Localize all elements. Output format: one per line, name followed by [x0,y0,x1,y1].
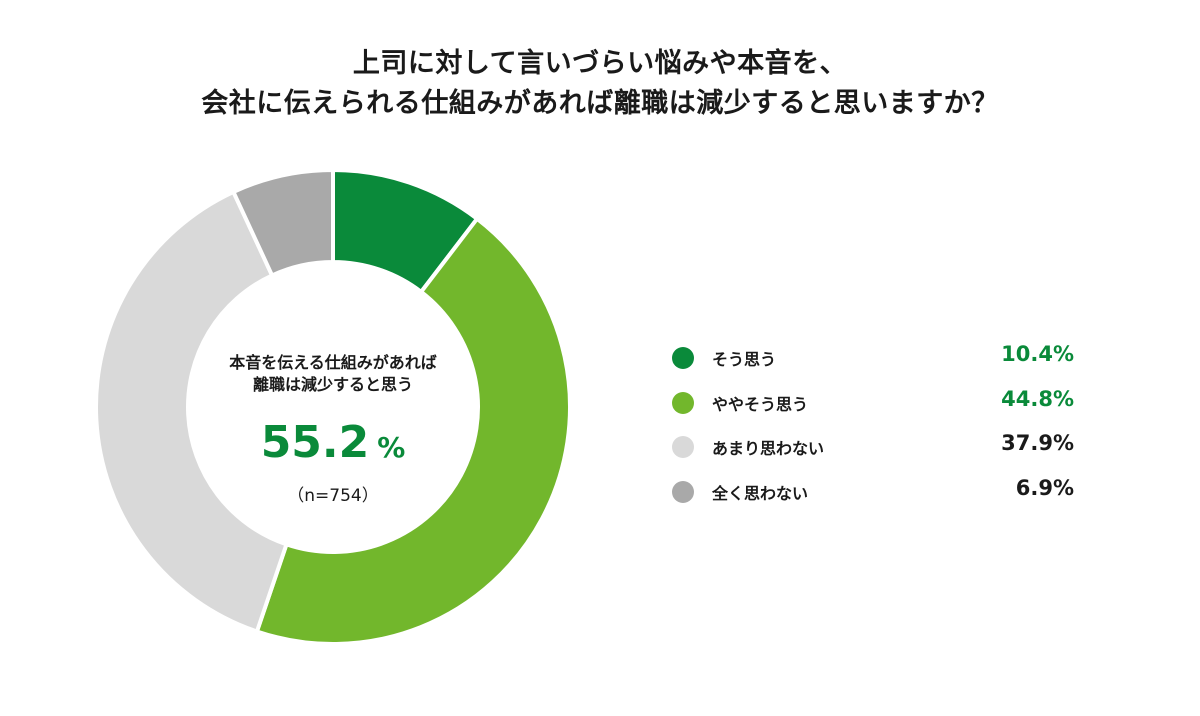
center-label: 本音を伝える仕組みがあれば 離職は減少すると思う [183,352,483,396]
legend-item: あまり思わない 37.9% [672,427,1082,472]
donut-slices [94,167,572,646]
legend-label: あまり思わない [712,439,825,458]
legend-item: ややそう思う 44.8% [672,383,1082,428]
center-label-line1: 本音を伝える仕組みがあれば [229,353,437,372]
donut-slice-3 [94,189,289,635]
legend-value: 37.9% [1001,431,1074,455]
center-value: 55.2% [183,415,483,476]
chart-title-line2: 会社に伝えられる仕組みがあれば離職は減少すると思いますか？ [201,88,999,119]
legend: そう思う 10.4% ややそう思う 44.8% あまり思わない 37.9% 全く思わない 6.… [672,338,1082,516]
center-value-unit: % [377,431,406,464]
center-value-number: 55.2 [260,417,370,468]
legend-swatch [672,480,694,503]
chart-title: 上司に対して言いづらい悩みや本音を、 会社に伝えられる仕組みがあれば離職は減少す… [0,44,1200,124]
center-sample-size: （n=754） [287,486,379,506]
chart-title-line1: 上司に対して言いづらい悩みや本音を、 [352,48,848,79]
legend-label: 全く思わない [712,483,809,503]
legend-label: そう思う [712,350,777,369]
legend-swatch [672,436,694,458]
legend-value: 44.8% [1001,386,1074,411]
legend-label: ややそう思う [712,394,809,414]
legend-item: 全く思わない 6.9% [672,472,1082,517]
legend-swatch [672,391,694,414]
donut-slice-2 [254,216,572,646]
legend-swatch [672,347,694,369]
center-label-line2: 離職は減少すると思う [252,375,413,394]
legend-value: 10.4% [1001,342,1074,366]
legend-value: 6.9% [1015,475,1074,500]
donut-slice-4 [230,167,335,279]
legend-item: そう思う 10.4% [672,338,1082,383]
